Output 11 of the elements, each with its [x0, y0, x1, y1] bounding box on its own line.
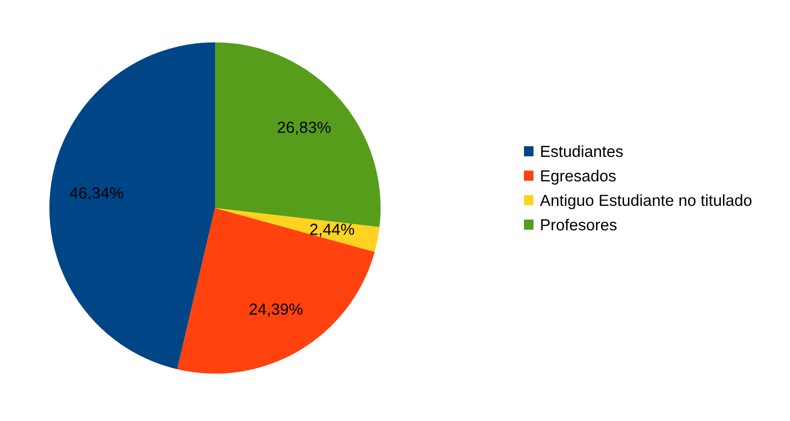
legend-label: Antiguo Estudiante no titulado — [540, 194, 752, 210]
data-label: 2,44% — [310, 224, 354, 237]
data-label: 24,39% — [250, 303, 302, 317]
legend-label: Egresados — [541, 170, 616, 185]
data-label: 26,83% — [278, 122, 331, 135]
data-label: 46,34% — [70, 187, 124, 200]
legend-label: Profesores — [541, 218, 617, 230]
pie-slice — [49, 42, 215, 370]
pie-slice — [215, 208, 380, 252]
legend-label: Estudiantes — [541, 145, 623, 158]
pie-slice — [177, 208, 375, 374]
